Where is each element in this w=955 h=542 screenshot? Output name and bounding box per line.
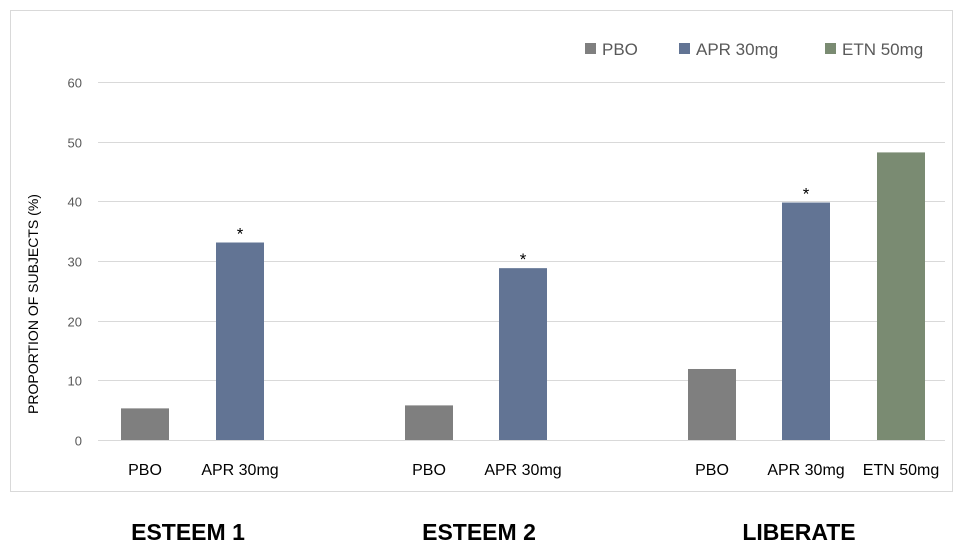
y-axis-title: PROPORTION OF SUBJECTS (%) [25, 194, 41, 414]
group-label: ESTEEM 1 [131, 519, 245, 542]
category-label: APR 30mg [767, 462, 844, 479]
legend-swatch [825, 43, 836, 54]
legend: PBO APR 30mg ETN 50mg [585, 40, 923, 59]
category-label: ETN 50mg [863, 462, 939, 479]
bar [499, 268, 547, 440]
significance-marker: * [520, 250, 527, 269]
y-tick-label: 50 [68, 136, 82, 151]
legend-label: APR 30mg [696, 40, 778, 59]
category-label: PBO [412, 462, 446, 479]
category-label: PBO [128, 462, 162, 479]
category-label: APR 30mg [201, 462, 278, 479]
significance-marker: * [803, 185, 810, 204]
y-axis-ticks: 0 10 20 30 40 50 60 [68, 76, 82, 449]
y-tick-label: 30 [68, 255, 82, 270]
bar [782, 202, 830, 440]
legend-swatch [679, 43, 690, 54]
y-tick-label: 20 [68, 315, 82, 330]
legend-label: ETN 50mg [842, 40, 923, 59]
bar [216, 242, 264, 440]
y-tick-label: 10 [68, 374, 82, 389]
y-tick-label: 0 [75, 434, 82, 449]
bar [877, 152, 925, 440]
bars: * * * [121, 152, 925, 440]
group-label: ESTEEM 2 [422, 519, 536, 542]
category-label: APR 30mg [484, 462, 561, 479]
significance-marker: * [237, 225, 244, 244]
category-labels: PBO APR 30mg PBO APR 30mg PBO APR 30mg ETN 50m… [128, 462, 939, 479]
legend-swatch [585, 43, 596, 54]
bar [688, 368, 736, 440]
y-tick-label: 40 [68, 195, 82, 210]
bar [405, 405, 453, 440]
bar [121, 408, 169, 440]
category-label: PBO [695, 462, 729, 479]
y-tick-label: 60 [68, 76, 82, 91]
legend-label: PBO [602, 40, 638, 59]
group-labels: ESTEEM 1 ESTEEM 2 LIBERATE [131, 519, 856, 542]
group-label: LIBERATE [742, 519, 855, 542]
